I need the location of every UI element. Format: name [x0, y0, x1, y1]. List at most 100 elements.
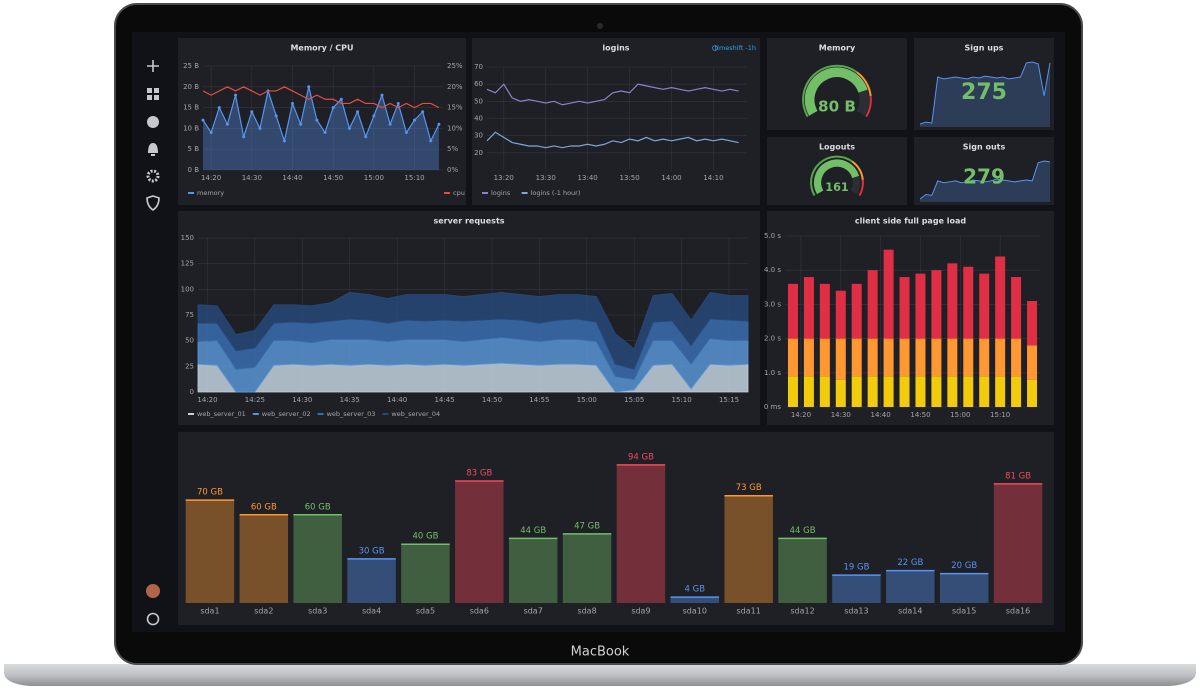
y2-tick-label: 20% — [447, 83, 463, 91]
bar-segment — [931, 338, 942, 377]
y-tick-label: 0 — [190, 388, 194, 396]
legend-label: logins — [491, 189, 511, 197]
bar-value-label: 44 GB — [520, 526, 546, 536]
x-tick-label: 14:25 — [245, 396, 265, 404]
data-point — [250, 110, 254, 114]
gauge-threshold — [851, 160, 864, 181]
x-tick-label: sda9 — [631, 607, 650, 616]
x-tick-label: 14:55 — [529, 396, 549, 404]
x-tick-label: sda15 — [952, 607, 976, 616]
gauge-value: 161 — [825, 181, 849, 194]
x-tick-label: sda16 — [1006, 607, 1030, 616]
bar-segment — [803, 376, 814, 407]
help-icon[interactable] — [146, 612, 160, 626]
user-avatar[interactable] — [146, 584, 160, 598]
x-tick-label: 13:20 — [494, 174, 514, 182]
x-tick-label: 15:00 — [950, 411, 970, 419]
x-tick-label: 14:45 — [434, 396, 454, 404]
series-line — [202, 86, 440, 144]
bar-value-label: 30 GB — [359, 546, 385, 556]
y-tick-label: 25 B — [183, 62, 199, 70]
data-point — [242, 135, 246, 139]
bar — [778, 538, 827, 603]
data-point — [437, 122, 441, 126]
bar-segment — [883, 376, 894, 407]
y-tick-label: 4.0 s — [764, 266, 781, 274]
data-point — [404, 131, 408, 135]
x-tick-label: sda6 — [470, 607, 489, 616]
x-tick-label: sda5 — [416, 607, 435, 616]
bar-segment — [995, 256, 1006, 339]
bar-value-label: 60 GB — [251, 502, 277, 512]
y-tick-label: 30 — [474, 132, 483, 140]
admin-icon[interactable] — [146, 195, 160, 211]
gauge-threshold — [802, 64, 858, 118]
data-point — [380, 93, 384, 97]
bar — [832, 575, 881, 603]
bar-segment — [979, 338, 990, 377]
bar-value-label: 47 GB — [574, 521, 600, 531]
y-tick-label: 15 B — [183, 104, 199, 112]
data-point — [331, 106, 335, 110]
legend-label: cpu — [453, 189, 465, 197]
data-point — [323, 131, 327, 135]
x-tick-label: 15:05 — [624, 396, 644, 404]
stat-value: 275 — [961, 80, 1007, 105]
alerting-icon[interactable] — [148, 143, 158, 156]
x-tick-label: 14:10 — [703, 174, 723, 182]
y2-tick-label: 0% — [447, 166, 458, 174]
series-line — [486, 131, 739, 149]
bar-value-label: 19 GB — [843, 563, 869, 573]
legend-label: web_server_04 — [391, 410, 440, 418]
add-icon[interactable] — [147, 60, 159, 72]
bar-value-label: 83 GB — [466, 468, 492, 478]
sparkline-area — [920, 161, 1050, 202]
bar-segment — [899, 338, 910, 377]
bar-segment — [835, 379, 846, 407]
laptop-base — [4, 664, 1196, 686]
x-tick-label: 14:30 — [831, 411, 851, 419]
panel — [178, 432, 1054, 625]
data-point — [396, 101, 400, 105]
x-tick-label: 15:10 — [672, 396, 692, 404]
data-point — [274, 114, 278, 118]
x-tick-label: 14:40 — [387, 396, 407, 404]
bar-segment — [963, 376, 974, 407]
data-point — [225, 122, 229, 126]
bar-segment — [835, 290, 846, 339]
bar-segment — [803, 277, 814, 339]
bar — [886, 570, 935, 603]
legend-label: web_server_03 — [327, 410, 376, 418]
bar-segment — [819, 376, 830, 407]
x-tick-label: sda3 — [308, 607, 327, 616]
bar-value-label: 70 GB — [197, 488, 223, 498]
bar — [401, 544, 450, 603]
panel-title: server requests — [433, 217, 504, 226]
x-tick-label: 14:40 — [871, 411, 891, 419]
bar-value-label: 22 GB — [897, 558, 923, 568]
bar-segment — [1027, 345, 1038, 380]
x-tick-label: sda7 — [524, 607, 543, 616]
dashboards-icon[interactable] — [147, 88, 159, 100]
bar-segment — [995, 338, 1006, 377]
bar — [724, 495, 773, 603]
x-tick-label: 15:10 — [990, 411, 1010, 419]
y-tick-label: 100 — [181, 285, 194, 293]
bar-value-label: 73 GB — [736, 483, 762, 493]
y-tick-label: 5.0 s — [764, 232, 781, 240]
settings-icon[interactable] — [146, 169, 160, 183]
bar-segment — [819, 283, 830, 339]
y2-tick-label: 25% — [447, 62, 463, 70]
y-tick-label: 20 — [474, 149, 483, 157]
bar-segment — [915, 273, 926, 339]
x-tick-label: 14:00 — [661, 174, 681, 182]
bar-value-label: 20 GB — [951, 561, 977, 571]
data-point — [356, 110, 360, 114]
data-point — [282, 139, 286, 143]
panel — [767, 211, 1054, 425]
x-tick-label: 13:40 — [578, 174, 598, 182]
explore-icon[interactable] — [147, 116, 159, 128]
x-tick-label: sda14 — [898, 607, 922, 616]
x-tick-label: 14:50 — [323, 174, 343, 182]
